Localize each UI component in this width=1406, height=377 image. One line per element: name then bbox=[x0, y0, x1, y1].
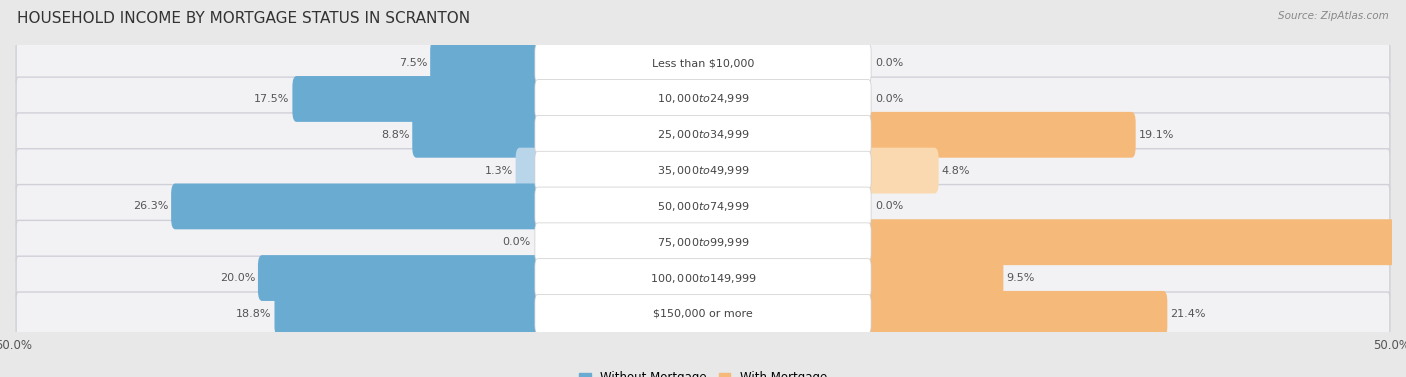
FancyBboxPatch shape bbox=[15, 292, 1391, 336]
Text: 9.5%: 9.5% bbox=[1007, 273, 1035, 283]
FancyBboxPatch shape bbox=[15, 221, 1391, 264]
Text: $50,000 to $74,999: $50,000 to $74,999 bbox=[657, 200, 749, 213]
FancyBboxPatch shape bbox=[257, 255, 541, 301]
Text: 21.4%: 21.4% bbox=[1170, 309, 1205, 319]
FancyBboxPatch shape bbox=[15, 185, 1391, 228]
Text: 0.0%: 0.0% bbox=[875, 58, 904, 68]
Text: 0.0%: 0.0% bbox=[502, 237, 531, 247]
Text: $150,000 or more: $150,000 or more bbox=[654, 309, 752, 319]
Text: 7.5%: 7.5% bbox=[399, 58, 427, 68]
Text: $35,000 to $49,999: $35,000 to $49,999 bbox=[657, 164, 749, 177]
FancyBboxPatch shape bbox=[15, 113, 1391, 156]
Text: 20.0%: 20.0% bbox=[219, 273, 254, 283]
Text: $100,000 to $149,999: $100,000 to $149,999 bbox=[650, 271, 756, 285]
FancyBboxPatch shape bbox=[865, 219, 1406, 265]
FancyBboxPatch shape bbox=[534, 151, 872, 190]
FancyBboxPatch shape bbox=[534, 80, 872, 118]
FancyBboxPatch shape bbox=[516, 148, 541, 193]
FancyBboxPatch shape bbox=[430, 40, 541, 86]
Text: 26.3%: 26.3% bbox=[134, 201, 169, 211]
FancyBboxPatch shape bbox=[15, 77, 1391, 121]
FancyBboxPatch shape bbox=[865, 291, 1167, 337]
Text: 19.1%: 19.1% bbox=[1139, 130, 1174, 140]
FancyBboxPatch shape bbox=[534, 44, 872, 83]
Text: 18.8%: 18.8% bbox=[236, 309, 271, 319]
Text: 4.8%: 4.8% bbox=[942, 166, 970, 176]
FancyBboxPatch shape bbox=[534, 187, 872, 226]
FancyBboxPatch shape bbox=[172, 184, 541, 229]
Text: HOUSEHOLD INCOME BY MORTGAGE STATUS IN SCRANTON: HOUSEHOLD INCOME BY MORTGAGE STATUS IN S… bbox=[17, 11, 470, 26]
Text: Source: ZipAtlas.com: Source: ZipAtlas.com bbox=[1278, 11, 1389, 21]
FancyBboxPatch shape bbox=[865, 112, 1136, 158]
FancyBboxPatch shape bbox=[534, 115, 872, 154]
FancyBboxPatch shape bbox=[865, 148, 939, 193]
Legend: Without Mortgage, With Mortgage: Without Mortgage, With Mortgage bbox=[574, 366, 832, 377]
FancyBboxPatch shape bbox=[412, 112, 541, 158]
Text: 0.0%: 0.0% bbox=[875, 94, 904, 104]
Text: 0.0%: 0.0% bbox=[875, 201, 904, 211]
Text: $10,000 to $24,999: $10,000 to $24,999 bbox=[657, 92, 749, 106]
FancyBboxPatch shape bbox=[865, 255, 1004, 301]
FancyBboxPatch shape bbox=[534, 223, 872, 262]
Text: 8.8%: 8.8% bbox=[381, 130, 409, 140]
FancyBboxPatch shape bbox=[274, 291, 541, 337]
FancyBboxPatch shape bbox=[15, 41, 1391, 85]
FancyBboxPatch shape bbox=[534, 294, 872, 333]
FancyBboxPatch shape bbox=[15, 256, 1391, 300]
Text: Less than $10,000: Less than $10,000 bbox=[652, 58, 754, 68]
FancyBboxPatch shape bbox=[292, 76, 541, 122]
Text: 17.5%: 17.5% bbox=[254, 94, 290, 104]
FancyBboxPatch shape bbox=[534, 259, 872, 297]
Text: 1.3%: 1.3% bbox=[485, 166, 513, 176]
Text: $75,000 to $99,999: $75,000 to $99,999 bbox=[657, 236, 749, 249]
FancyBboxPatch shape bbox=[15, 149, 1391, 192]
Text: $25,000 to $34,999: $25,000 to $34,999 bbox=[657, 128, 749, 141]
